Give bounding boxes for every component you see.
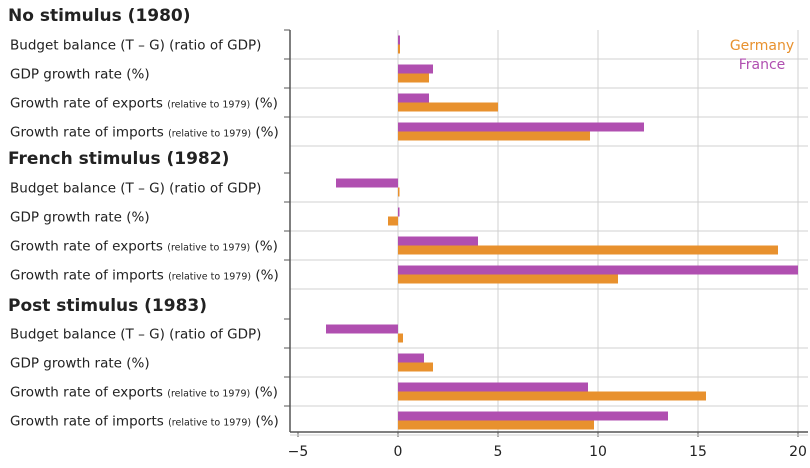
row-label: Growth rate of exports (relative to 1979… [10, 96, 278, 112]
row-label-main: Budget balance (T – G) (ratio of GDP) [10, 327, 261, 343]
bar-france [398, 35, 400, 45]
bar-germany [398, 362, 433, 372]
row-label-note: (relative to 1979) [168, 129, 251, 140]
bar-france [326, 324, 398, 334]
bar-france [398, 207, 400, 217]
row-label-main: Growth rate of exports [10, 96, 167, 112]
row-label-suffix: (%) [251, 125, 279, 141]
row-label: GDP growth rate (%) [10, 67, 150, 83]
section-title: Post stimulus (1983) [8, 296, 207, 316]
bar-france [398, 382, 588, 392]
row-label-suffix: (%) [250, 385, 278, 401]
x-tick-label: 20 [789, 444, 807, 460]
row-label: GDP growth rate (%) [10, 356, 150, 372]
x-tick-label: 0 [394, 444, 403, 460]
row-label: Budget balance (T – G) (ratio of GDP) [10, 327, 261, 343]
row-label-suffix: (%) [251, 268, 279, 284]
row-label-note: (relative to 1979) [168, 272, 251, 283]
bar-france [398, 265, 798, 275]
bar-france [398, 411, 668, 421]
bar-france [336, 178, 398, 188]
row-label-main: GDP growth rate (%) [10, 210, 150, 226]
bar-germany [398, 391, 706, 401]
row-label-main: Growth rate of exports [10, 385, 167, 401]
row-label-main: GDP growth rate (%) [10, 356, 150, 372]
row-label-note: (relative to 1979) [167, 100, 250, 111]
bar-germany [398, 102, 498, 112]
row-label: Growth rate of imports (relative to 1979… [10, 125, 279, 141]
x-tick-label: −5 [288, 444, 309, 460]
bar-germany [398, 420, 594, 430]
row-label-main: Growth rate of exports [10, 239, 167, 255]
row-label-main: Growth rate of imports [10, 268, 168, 284]
row-label: Growth rate of exports (relative to 1979… [10, 385, 278, 401]
bar-germany [398, 44, 400, 54]
bar-germany [398, 245, 778, 255]
bar-germany [398, 274, 618, 284]
bar-germany [398, 131, 590, 141]
legend-france: France [739, 57, 786, 73]
row-label-main: Growth rate of imports [10, 125, 168, 141]
x-tick-label: 10 [589, 444, 607, 460]
bar-france [398, 353, 424, 363]
section-title: French stimulus (1982) [8, 149, 229, 169]
bar-germany [398, 333, 403, 343]
row-label-main: Budget balance (T – G) (ratio of GDP) [10, 38, 261, 54]
bar-germany [388, 216, 398, 226]
row-label-suffix: (%) [250, 239, 278, 255]
row-label-suffix: (%) [251, 414, 279, 430]
legend-germany: Germany [730, 38, 794, 54]
bar-france [398, 64, 433, 74]
row-label-main: Growth rate of imports [10, 414, 168, 430]
bar-france [398, 122, 644, 132]
row-label: Growth rate of exports (relative to 1979… [10, 239, 278, 255]
section-title: No stimulus (1980) [8, 6, 191, 26]
row-label-main: GDP growth rate (%) [10, 67, 150, 83]
row-label-note: (relative to 1979) [168, 418, 251, 429]
bar-germany [398, 73, 429, 83]
bar-france [398, 93, 429, 103]
row-label: Growth rate of imports (relative to 1979… [10, 268, 279, 284]
row-label: Budget balance (T – G) (ratio of GDP) [10, 38, 261, 54]
row-label-main: Budget balance (T – G) (ratio of GDP) [10, 181, 261, 197]
row-label-note: (relative to 1979) [167, 243, 250, 254]
bar-germany [398, 187, 400, 197]
row-label: GDP growth rate (%) [10, 210, 150, 226]
bar-france [398, 236, 478, 246]
row-label-suffix: (%) [250, 96, 278, 112]
x-tick-label: 5 [494, 444, 503, 460]
row-label: Budget balance (T – G) (ratio of GDP) [10, 181, 261, 197]
x-tick-label: 15 [689, 444, 707, 460]
row-label-note: (relative to 1979) [167, 389, 250, 400]
row-label: Growth rate of imports (relative to 1979… [10, 414, 279, 430]
